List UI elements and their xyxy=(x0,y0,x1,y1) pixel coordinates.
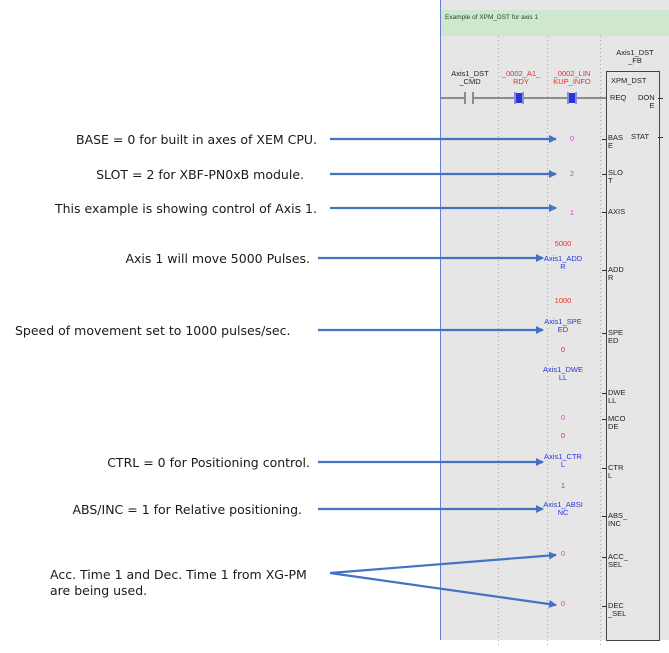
annotation-acc-dec-line1: Acc. Time 1 and Dec. Time 1 from XG-PM xyxy=(50,567,307,582)
fb-instance-name: Axis1_DST _FB xyxy=(616,48,654,65)
function-block-xpm-dst[interactable] xyxy=(606,71,660,641)
contact-label-cmd: Axis1_DST _CMD xyxy=(451,69,489,86)
pin-speed: SPE ED xyxy=(608,328,624,345)
operand-absinc-var[interactable]: Axis1_ABSI NC xyxy=(543,500,583,517)
operand-dwell-var[interactable]: Axis1_DWE LL xyxy=(542,365,583,382)
annotation-acc-dec-line2: are being used. xyxy=(50,583,148,598)
contact-label-linkup: _0002_LIN KUP_INFO xyxy=(553,69,591,86)
annotation-address: Axis 1 will move 5000 Pulses. xyxy=(125,251,310,266)
grid-line xyxy=(547,36,548,646)
annotation-absinc: ABS/INC = 1 for Relative positioning. xyxy=(72,502,302,517)
fb-type-label: XPM_DST xyxy=(611,76,647,85)
operand-slot[interactable]: 2 xyxy=(569,169,575,178)
pin-mcode: MCO DE xyxy=(608,414,626,431)
operand-dec-sel[interactable]: 0 xyxy=(560,599,566,608)
grid-line xyxy=(600,36,601,646)
operand-speed-const[interactable]: 1000 xyxy=(554,296,572,305)
pin-axis: AXIS xyxy=(608,207,626,216)
annotation-slot: SLOT = 2 for XBF-PN0xB module. xyxy=(96,167,304,182)
grid-line xyxy=(498,36,499,646)
operand-speed-var[interactable]: Axis1_SPE ED xyxy=(544,317,582,334)
operand-mcode[interactable]: 0 xyxy=(560,413,566,422)
pin-addr: ADD R xyxy=(608,265,624,282)
annotation-axis: This example is showing control of Axis … xyxy=(54,201,317,216)
pin-absinc: ABS_ INC xyxy=(608,511,628,528)
pin-ctrl: CTR L xyxy=(608,463,624,480)
pin-base: BAS E xyxy=(608,133,624,150)
operand-ctrl-const[interactable]: 0 xyxy=(560,431,566,440)
pin-acc-sel: ACC_ SEL xyxy=(608,552,629,569)
pin-req: REQ xyxy=(610,93,627,102)
operand-addr-var[interactable]: Axis1_ADD R xyxy=(543,254,583,271)
operand-dwell-const[interactable]: 0 xyxy=(560,345,566,354)
annotation-speed: Speed of movement set to 1000 pulses/sec… xyxy=(15,323,291,338)
pin-dec-sel: DEC _SEL xyxy=(608,601,627,618)
pin-stat: STAT xyxy=(631,132,650,141)
pin-done: DON E xyxy=(638,93,655,110)
operand-absinc-const[interactable]: 1 xyxy=(560,481,566,490)
operand-axis[interactable]: 1 xyxy=(569,208,575,217)
pin-slot: SLO T xyxy=(608,168,624,185)
pin-dwell: DWE LL xyxy=(608,388,626,405)
annotation-base: BASE = 0 for built in axes of XEM CPU. xyxy=(76,132,317,147)
rung-comment[interactable]: Example of XPM_DST for axis 1 xyxy=(441,10,669,36)
contact-label-rdy: _0002_A1_ RDY xyxy=(501,69,541,86)
annotation-ctrl: CTRL = 0 for Positioning control. xyxy=(107,455,310,470)
operand-base[interactable]: 0 xyxy=(569,134,575,143)
operand-addr-const[interactable]: 5000 xyxy=(554,239,572,248)
operand-acc-sel[interactable]: 0 xyxy=(560,549,566,558)
operand-ctrl-var[interactable]: Axis1_CTR L xyxy=(544,452,582,469)
